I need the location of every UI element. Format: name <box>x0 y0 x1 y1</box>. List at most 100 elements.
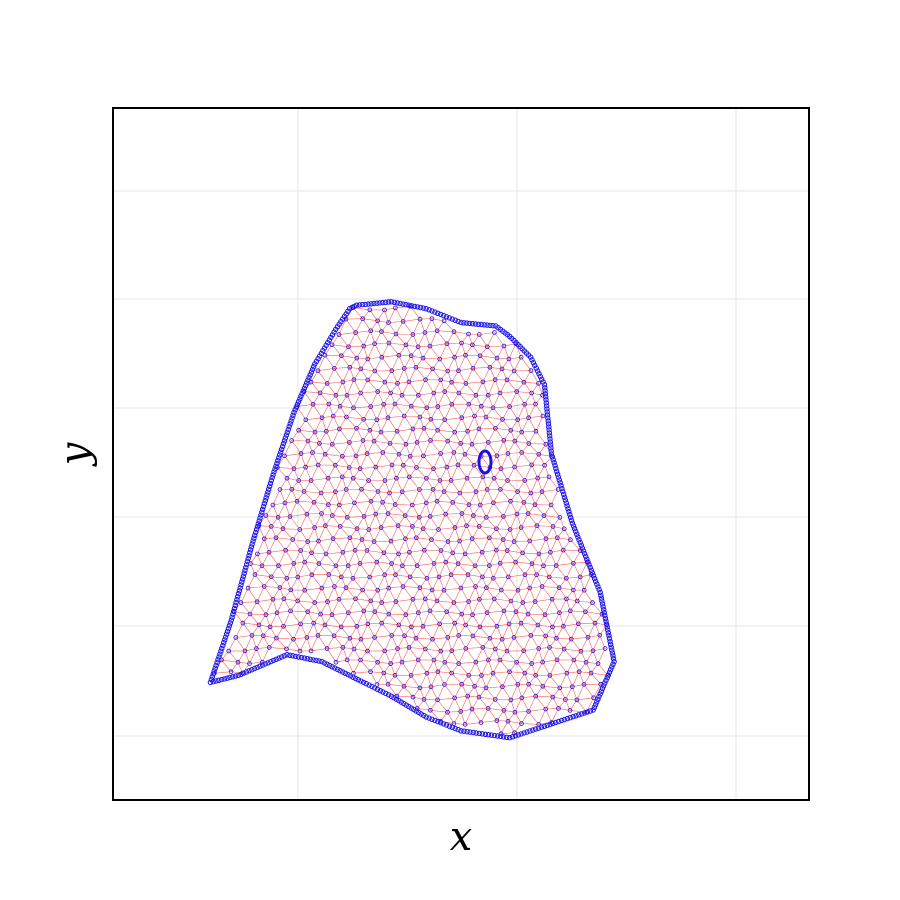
boundary-point <box>287 421 293 427</box>
boundary-point <box>537 373 543 380</box>
boundary-point <box>440 312 447 319</box>
mesh-edge <box>359 468 369 481</box>
mesh-edge <box>326 383 337 396</box>
mesh-edge <box>348 345 364 348</box>
boundary-point <box>560 488 566 495</box>
mesh-point <box>242 648 248 654</box>
boundary-point <box>304 380 310 386</box>
mesh-point <box>563 575 569 581</box>
mesh-edge <box>311 552 327 555</box>
mesh-edge <box>318 563 330 575</box>
boundary-point <box>225 625 232 632</box>
mesh-edge <box>451 381 466 384</box>
mesh-point <box>438 451 443 456</box>
mesh-point <box>437 478 443 483</box>
mesh-point <box>324 646 330 651</box>
mesh-point <box>465 693 471 699</box>
mesh-edge <box>257 538 265 555</box>
boundary-point <box>547 433 553 439</box>
mesh-edge <box>397 648 403 663</box>
mesh-point <box>476 426 482 432</box>
mesh-point <box>563 697 568 702</box>
boundary-point <box>607 667 614 673</box>
mesh-edge <box>342 442 350 457</box>
mesh-edge <box>282 516 291 529</box>
mesh-point <box>406 379 412 385</box>
boundary-point <box>546 424 552 430</box>
mesh-edge <box>457 464 468 479</box>
mesh-point <box>462 451 468 457</box>
mesh-edge <box>422 345 431 359</box>
mesh-point <box>449 401 455 407</box>
mesh-point <box>326 401 332 407</box>
boundary-point <box>568 517 575 523</box>
mesh-edge <box>521 684 529 699</box>
mesh-edge <box>398 538 406 555</box>
mesh-edge <box>354 500 372 504</box>
mesh-edge <box>590 672 601 685</box>
mesh-edge <box>508 343 517 360</box>
mesh-edge <box>355 440 364 457</box>
mesh-edge <box>389 478 397 494</box>
mesh-edge <box>374 370 386 383</box>
mesh-edge <box>556 659 568 674</box>
mesh-point <box>309 572 315 577</box>
boundary-point <box>601 609 607 616</box>
mesh-point <box>428 438 433 443</box>
mesh-edge <box>283 610 291 627</box>
mesh-point <box>459 415 465 421</box>
mesh-edge <box>293 550 301 564</box>
mesh-edge <box>293 623 301 640</box>
mesh-point <box>329 342 335 348</box>
mesh-point <box>498 466 504 472</box>
mesh-edge <box>314 513 322 528</box>
boundary-point <box>319 658 325 665</box>
boundary-point <box>426 307 432 313</box>
mesh-edge <box>352 578 363 591</box>
mesh-edge <box>437 500 453 503</box>
mesh-point <box>298 548 304 553</box>
mesh-edge <box>368 466 376 481</box>
boundary-point <box>536 371 542 377</box>
boundary-point <box>530 360 537 366</box>
mesh-edge <box>384 635 392 652</box>
mesh-edge <box>377 391 384 405</box>
mesh-edge <box>335 476 343 492</box>
mesh-edge <box>440 440 448 454</box>
mesh-edge <box>549 672 567 676</box>
mesh-edge <box>284 489 293 504</box>
mesh-edge <box>444 684 455 699</box>
boundary-point <box>397 300 403 307</box>
mesh-edge <box>437 406 445 420</box>
mesh-edge <box>513 635 531 638</box>
mesh-point <box>569 684 575 689</box>
boundary-point <box>241 670 247 676</box>
mesh-point <box>463 352 468 358</box>
mesh-edge <box>500 489 518 492</box>
mesh-edge <box>516 513 522 528</box>
mesh-edge <box>362 318 378 322</box>
boundary-point <box>600 604 606 610</box>
mesh-point <box>546 574 552 580</box>
mesh-point <box>526 415 531 421</box>
mesh-edge <box>381 622 399 626</box>
mesh-edge <box>508 623 515 638</box>
mesh-edge <box>355 598 371 602</box>
mesh-point <box>401 413 407 419</box>
mesh-point <box>287 514 293 519</box>
boundary-point <box>535 725 542 731</box>
mesh-edge <box>451 648 466 652</box>
boundary-point <box>237 585 243 591</box>
mesh-point <box>466 599 471 604</box>
mesh-edge <box>411 672 427 676</box>
mesh-edge <box>424 318 433 333</box>
mesh-edge <box>367 358 376 372</box>
mesh-point <box>491 500 496 506</box>
mesh-point <box>490 575 496 581</box>
mesh-edge <box>415 367 426 380</box>
mesh-edge <box>444 491 460 494</box>
mesh-edge <box>375 464 393 468</box>
boundary-point <box>573 713 579 719</box>
mesh-point <box>343 487 349 492</box>
mesh-point <box>492 330 497 335</box>
